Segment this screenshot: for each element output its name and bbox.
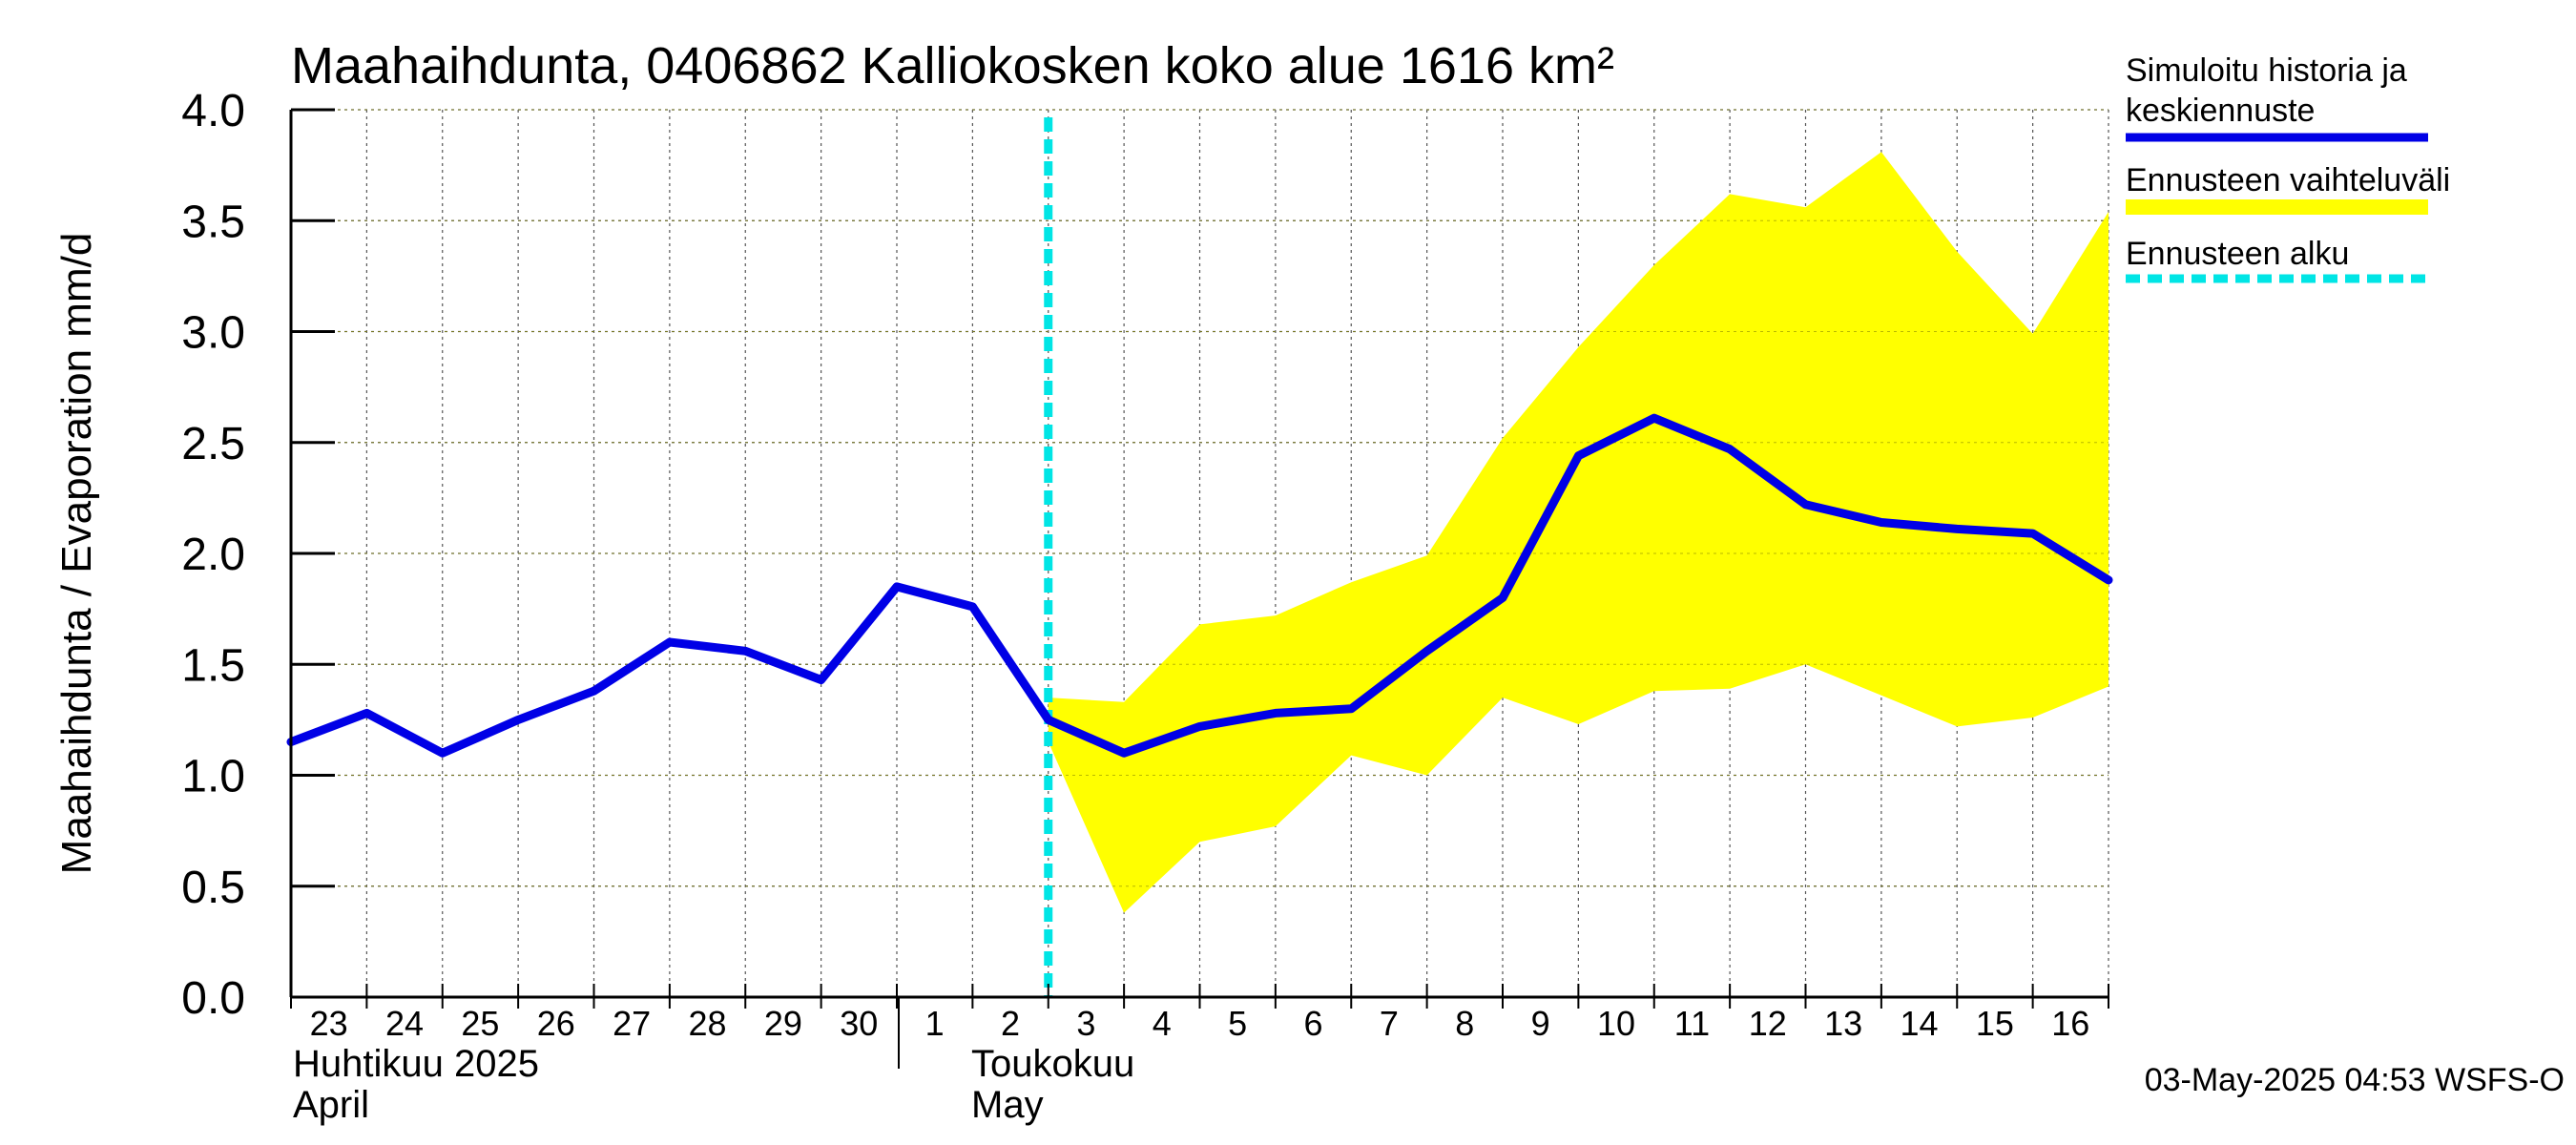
legend-label-forecast-start: Ennusteen alku — [2126, 236, 2349, 272]
x-tick-label: 15 — [1976, 1004, 2014, 1043]
x-tick-label: 9 — [1531, 1004, 1550, 1043]
legend-label-simulated-line1: Simuloitu historia ja — [2126, 52, 2407, 89]
x-tick-label: 30 — [840, 1004, 878, 1043]
y-tick-label: 4.0 — [181, 86, 245, 136]
x-tick-label: 7 — [1380, 1004, 1399, 1043]
x-tick-label: 2 — [1001, 1004, 1020, 1043]
y-tick-label: 1.0 — [181, 752, 245, 802]
plot-area — [286, 109, 2113, 999]
x-tick-label: 4 — [1153, 1004, 1172, 1043]
legend-label-simulated-line2: keskiennuste — [2126, 93, 2315, 129]
x-axis: 23 24 25 26 27 28 29 30 1 2 3 4 5 6 7 8 9 10 11 12 13 14 15 16 — [290, 984, 2109, 1043]
x-tick-label: 14 — [1901, 1004, 1939, 1043]
footer-timestamp: 03-May-2025 04:53 WSFS-O — [2145, 1062, 2565, 1098]
x-tick-label: 23 — [310, 1004, 348, 1043]
x-tick-label: 25 — [461, 1004, 499, 1043]
y-tick-label: 3.0 — [181, 308, 245, 359]
y-axis-label: Maahaihdunta / Evaporation mm/d — [53, 233, 100, 875]
month-label-secondary: April — [293, 1084, 369, 1126]
month-label-secondary: May — [971, 1084, 1044, 1126]
x-tick-label: 8 — [1455, 1004, 1474, 1043]
legend-label-range: Ennusteen vaihteluväli — [2126, 162, 2450, 198]
x-tick-label: 6 — [1304, 1004, 1323, 1043]
x-tick-label: 28 — [689, 1004, 727, 1043]
x-tick-label: 10 — [1597, 1004, 1635, 1043]
x-tick-label: 27 — [613, 1004, 651, 1043]
month-label-primary: Huhtikuu 2025 — [293, 1043, 539, 1085]
x-tick-label: 29 — [764, 1004, 802, 1043]
x-tick-label: 1 — [925, 1004, 945, 1043]
y-tick-label: 0.5 — [181, 863, 245, 913]
x-tick-label: 11 — [1674, 1004, 1710, 1043]
x-tick-label: 16 — [2051, 1004, 2089, 1043]
x-tick-label: 5 — [1228, 1004, 1247, 1043]
x-tick-label: 13 — [1824, 1004, 1862, 1043]
x-tick-label: 26 — [537, 1004, 575, 1043]
x-tick-label: 24 — [385, 1004, 424, 1043]
y-tick-label: 2.0 — [181, 530, 245, 580]
y-tick-label: 2.5 — [181, 419, 245, 469]
y-axis: 0.0 0.5 1.0 1.5 2.0 2.5 3.0 3.5 4.0 — [181, 86, 335, 1024]
y-tick-label: 3.5 — [181, 197, 245, 247]
y-tick-label: 0.0 — [181, 973, 245, 1024]
legend: Simuloitu historia ja keskiennuste Ennus… — [2126, 52, 2450, 283]
chart-title: Maahaihdunta, 0406862 Kalliokosken koko … — [291, 37, 1614, 94]
y-tick-label: 1.5 — [181, 640, 245, 691]
x-tick-label: 3 — [1076, 1004, 1095, 1043]
month-label-primary: Toukokuu — [971, 1043, 1134, 1085]
forecast-range-band — [1048, 152, 2109, 913]
x-tick-label: 12 — [1749, 1004, 1787, 1043]
simulated-history-line — [286, 413, 2113, 758]
